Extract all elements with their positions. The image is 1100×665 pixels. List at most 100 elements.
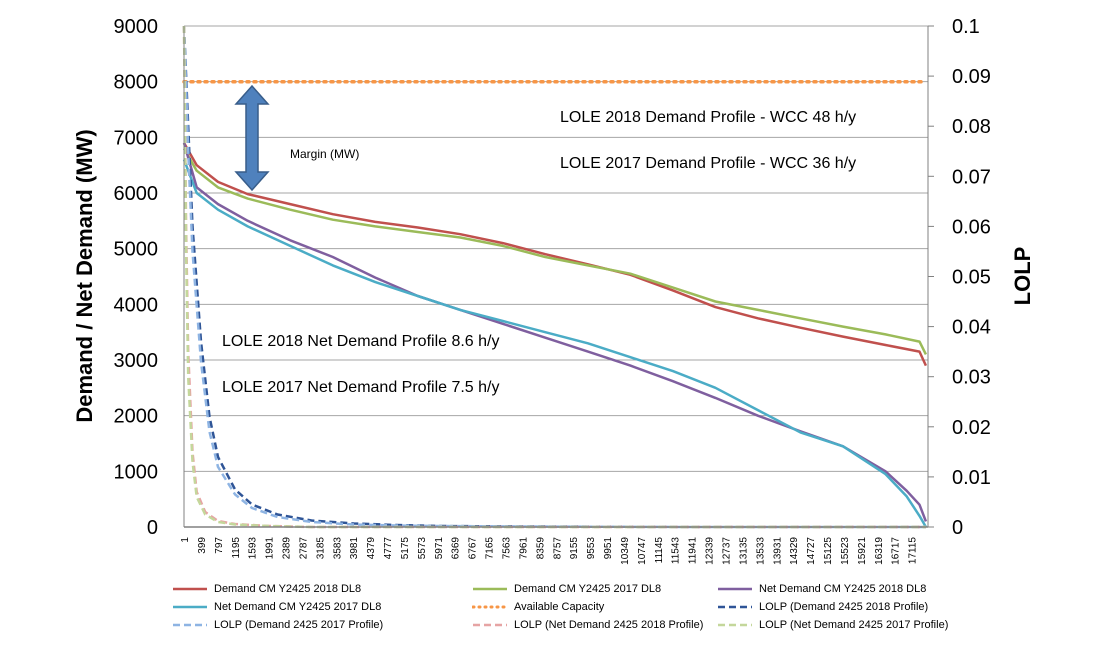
series-line-5 — [182, 25, 926, 529]
legend-label: LOLP (Net Demand 2425 2018 Profile) — [514, 619, 704, 631]
y-axis-left-ticks: 0 1000 2000 3000 4000 5000 6000 7000 8000 9000 — [114, 16, 159, 539]
legend-item-2: Net Demand CM Y2425 2018 DL8 — [717, 583, 972, 595]
x-tick-label: 1195 — [231, 537, 242, 559]
y-tick-label: 5000 — [114, 239, 159, 261]
legend-label: LOLP (Net Demand 2425 2017 Profile) — [759, 619, 949, 631]
y-tick-label: 3000 — [114, 350, 159, 372]
x-tick-label: 13533 — [755, 537, 766, 565]
x-tick-label: 9951 — [603, 537, 614, 560]
x-tick-label: 15125 — [823, 537, 834, 565]
margin-arrow — [234, 84, 270, 192]
x-tick-label: 6369 — [451, 537, 462, 560]
legend: Demand CM Y2425 2018 DL8 Demand CM Y2425 … — [172, 583, 972, 631]
y2-tick-label: 0.07 — [952, 166, 991, 188]
x-tick-label: 8359 — [535, 537, 546, 560]
y2-tick-label: 0.02 — [952, 417, 991, 439]
y-tick-label: 1000 — [114, 461, 159, 483]
series-line-8 — [182, 25, 926, 529]
y2-tick-label: 0.04 — [952, 317, 991, 339]
x-tick-label: 5971 — [434, 537, 445, 560]
y-axis-right-ticks: 0 0.01 0.02 0.03 0.04 0.05 0.06 0.07 0.08 0.09 0.1 — [928, 16, 991, 539]
x-tick-label: 13135 — [738, 537, 749, 565]
y-axis-title: Demand / Net Demand (MW) — [72, 129, 97, 422]
x-tick-label: 16717 — [891, 537, 902, 565]
series-lines — [182, 25, 928, 529]
annotation-margin: Margin (MW) — [290, 147, 359, 161]
legend-label: LOLP (Demand 2425 2018 Profile) — [759, 601, 929, 613]
x-tick-label: 9553 — [586, 537, 597, 560]
legend-swatch — [173, 605, 207, 609]
legend-item-6: LOLP (Demand 2425 2017 Profile) — [172, 619, 472, 631]
x-tick-label: 10747 — [637, 537, 648, 565]
annotation-lole-2017-net: LOLE 2017 Net Demand Profile 7.5 h/y — [222, 379, 500, 396]
legend-item-4: Available Capacity — [472, 601, 717, 613]
series-line-6 — [182, 25, 926, 529]
legend-swatch — [472, 605, 508, 609]
x-tick-label: 4777 — [383, 537, 394, 560]
x-tick-label: 9155 — [569, 537, 580, 560]
x-tick-label: 1593 — [248, 537, 259, 560]
y2-axis-title: LOLP — [1010, 247, 1035, 306]
x-tick-label: 13931 — [772, 537, 783, 565]
x-tick-label: 7563 — [502, 537, 513, 560]
x-tick-label: 12737 — [721, 537, 732, 565]
x-tick-label: 4379 — [366, 537, 377, 560]
y2-tick-label: 0 — [952, 517, 963, 539]
x-tick-label: 3981 — [349, 537, 360, 560]
legend-label: LOLP (Demand 2425 2017 Profile) — [214, 619, 384, 631]
legend-item-1: Demand CM Y2425 2017 DL8 — [472, 583, 717, 595]
legend-label: Net Demand CM Y2425 2018 DL8 — [759, 583, 927, 595]
x-tick-label: 15921 — [857, 537, 868, 565]
series-line-1 — [182, 147, 928, 355]
x-tick-label: 6767 — [468, 537, 479, 560]
x-tick-label: 14727 — [806, 537, 817, 565]
y2-tick-label: 0.1 — [952, 16, 980, 38]
y-tick-label: 4000 — [114, 294, 159, 316]
x-axis-ticks: 1 399 797 1195 1593 1991 2389 2787 3185 3583 3981 4… — [180, 537, 919, 565]
legend-item-8: LOLP (Net Demand 2425 2017 Profile) — [717, 619, 972, 631]
x-tick-label: 7165 — [485, 537, 496, 560]
x-tick-label: 11543 — [671, 537, 682, 565]
legend-label: Net Demand CM Y2425 2017 DL8 — [214, 601, 382, 613]
legend-label: Demand CM Y2425 2018 DL8 — [214, 583, 362, 595]
legend-label: Available Capacity — [514, 601, 605, 613]
y2-tick-label: 0.08 — [952, 116, 991, 138]
y-tick-label: 7000 — [114, 127, 159, 149]
grid-lines — [184, 25, 928, 472]
annotation-lole-2018-demand: LOLE 2018 Demand Profile - WCC 48 h/y — [560, 109, 856, 126]
annotation-lole-2017-demand: LOLE 2017 Demand Profile - WCC 36 h/y — [560, 155, 856, 172]
legend-swatch — [173, 623, 207, 627]
x-tick-label: 1991 — [265, 537, 276, 560]
legend-swatch — [718, 587, 752, 591]
y-tick-label: 0 — [147, 517, 158, 539]
series-line-0 — [182, 142, 928, 367]
x-tick-label: 17115 — [908, 537, 919, 565]
legend-item-7: LOLP (Net Demand 2425 2018 Profile) — [472, 619, 717, 631]
legend-label: Demand CM Y2425 2017 DL8 — [514, 583, 662, 595]
x-tick-label: 2389 — [282, 537, 293, 560]
y2-tick-label: 0.06 — [952, 216, 991, 238]
x-tick-label: 399 — [197, 537, 208, 554]
x-tick-label: 5573 — [417, 537, 428, 560]
y2-tick-label: 0.05 — [952, 267, 991, 289]
series-line-7 — [182, 25, 926, 529]
x-tick-label: 3185 — [315, 537, 326, 560]
x-tick-label: 10349 — [620, 537, 631, 565]
legend-swatch — [173, 587, 207, 591]
x-tick-label: 11145 — [654, 537, 665, 564]
x-tick-label: 5175 — [400, 537, 411, 560]
x-tick-label: 8757 — [552, 537, 563, 560]
legend-item-0: Demand CM Y2425 2018 DL8 — [172, 583, 472, 595]
x-tick-label: 11941 — [688, 537, 699, 565]
y-tick-label: 8000 — [114, 72, 159, 94]
legend-swatch — [718, 623, 752, 627]
legend-swatch — [718, 605, 752, 609]
x-tick-label: 7961 — [518, 537, 529, 560]
legend-item-3: Net Demand CM Y2425 2017 DL8 — [172, 601, 472, 613]
legend-swatch — [473, 623, 507, 627]
x-tick-label: 15523 — [840, 537, 851, 565]
series-line-3 — [182, 159, 927, 528]
y2-tick-label: 0.03 — [952, 367, 991, 389]
x-tick-label: 797 — [214, 537, 225, 554]
